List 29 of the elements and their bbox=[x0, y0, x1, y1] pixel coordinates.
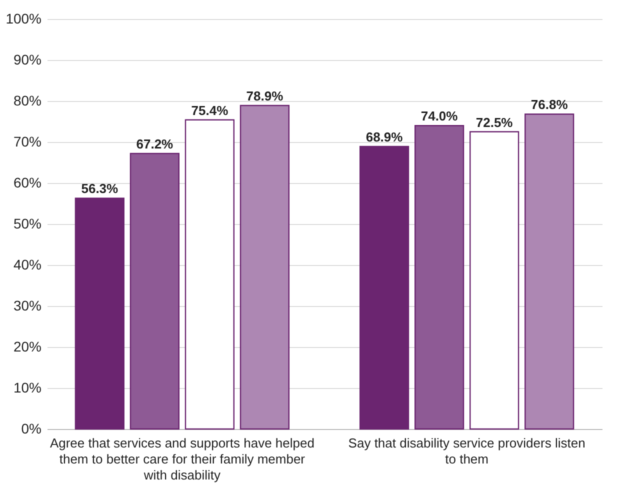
y-tick-label: 50% bbox=[13, 216, 42, 232]
y-tick-label: 90% bbox=[13, 52, 42, 68]
data-label: 75.4% bbox=[191, 102, 229, 118]
bar bbox=[184, 119, 235, 430]
bar bbox=[414, 125, 464, 430]
data-label: 74.0% bbox=[420, 108, 458, 124]
y-tick-label: 70% bbox=[13, 134, 42, 150]
bar bbox=[470, 131, 520, 430]
bar bbox=[74, 198, 124, 430]
y-tick-label: 40% bbox=[13, 256, 42, 272]
bar bbox=[240, 104, 290, 430]
y-tick-label: 60% bbox=[13, 174, 42, 190]
bar bbox=[130, 152, 180, 430]
y-tick-label: 10% bbox=[13, 380, 42, 396]
bar bbox=[524, 114, 574, 430]
y-tick-label: 100% bbox=[6, 10, 42, 26]
data-label: 56.3% bbox=[81, 181, 119, 196]
x-tick-label: Agree that services and supports have helped them to better care for their family member with disability bbox=[50, 436, 314, 482]
data-label: 67.2% bbox=[136, 136, 174, 152]
y-tick-label: 80% bbox=[13, 92, 42, 108]
data-label: 68.9% bbox=[366, 130, 404, 145]
data-label: 76.8% bbox=[530, 97, 568, 112]
y-tick-label: 20% bbox=[13, 338, 42, 354]
y-tick-label: 30% bbox=[13, 298, 42, 314]
bar bbox=[359, 146, 410, 430]
y-tick-label: 0% bbox=[21, 420, 42, 436]
x-tick-label: Say that disability service providers listen to them bbox=[348, 436, 586, 466]
data-label: 72.5% bbox=[476, 114, 514, 130]
data-label: 78.9% bbox=[246, 88, 284, 104]
